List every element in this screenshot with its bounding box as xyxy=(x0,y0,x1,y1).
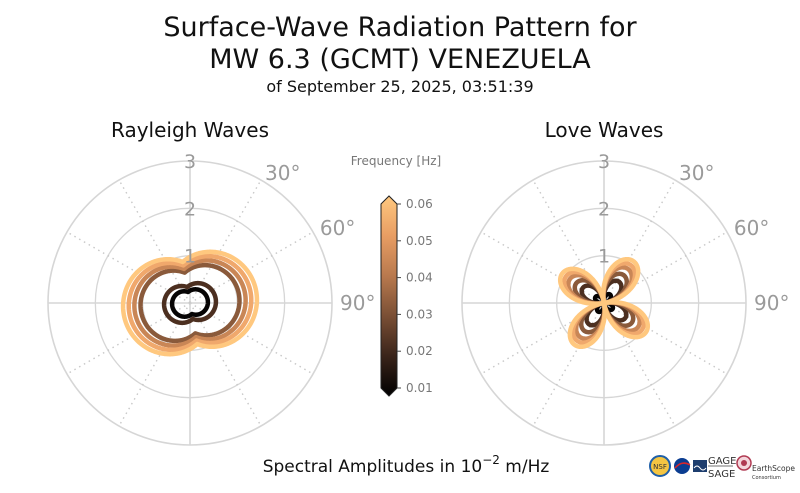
love-grid xyxy=(461,160,747,446)
earthscope-text: EarthScope xyxy=(752,464,795,473)
rayleigh-curves xyxy=(120,249,260,357)
footer-power-base: 10 xyxy=(461,457,483,477)
radial-tick-label: 1 xyxy=(184,246,196,268)
usgs-logo xyxy=(693,460,707,472)
consortium-text: Consortium xyxy=(752,475,781,481)
colorbar-tick-label: 0.02 xyxy=(406,344,433,358)
angle-tick-label: 60° xyxy=(320,216,355,240)
colorbar-tick-label: 0.01 xyxy=(406,381,433,395)
colorbar-gradient xyxy=(380,195,398,397)
rayleigh-title: Rayleigh Waves xyxy=(111,118,269,142)
colorbar-tick-label: 0.05 xyxy=(406,234,433,248)
rayleigh-polar-plot: Rayleigh Waves 1 2 3 30° 60° 90° xyxy=(47,118,376,446)
sponsor-logos: NSF GAGE SAGE EarthScope Consortium xyxy=(649,455,795,481)
radiation-curve xyxy=(126,253,254,353)
love-polar-plot: Love Waves 1 2 3 30° 60° 90° xyxy=(461,118,790,446)
gage-sage-logo: GAGE SAGE xyxy=(708,456,736,480)
rayleigh-axis-labels: 1 2 3 30° 60° 90° xyxy=(184,151,376,315)
radial-tick-label: 2 xyxy=(184,198,196,220)
angular-grid-line xyxy=(603,302,728,375)
love-title: Love Waves xyxy=(545,118,664,142)
angle-tick-label: 30° xyxy=(265,161,300,185)
footer-caption: Spectral Amplitudes in 10−2 m/Hz xyxy=(263,453,550,477)
sage-text: SAGE xyxy=(708,469,735,480)
footer-prefix: Spectral Amplitudes in xyxy=(263,457,461,477)
figure-title-line-3: of September 25, 2025, 03:51:39 xyxy=(266,77,533,96)
colorbar-ticks: 0.06 0.05 0.04 0.03 0.02 0.01 xyxy=(397,197,433,395)
angle-tick-label: 60° xyxy=(734,216,769,240)
colorbar-tick-label: 0.04 xyxy=(406,271,433,285)
angular-grid-line xyxy=(603,179,676,304)
angular-grid-line xyxy=(480,231,605,304)
colorbar: Frequency [Hz] 0.06 0.05 0.04 0.03 0.02 0.01 xyxy=(351,154,442,397)
figure-title-line-1: Surface-Wave Radiation Pattern for xyxy=(163,12,637,43)
radiation-curve xyxy=(138,262,242,344)
footer-power-exponent: −2 xyxy=(482,453,500,467)
radial-tick-label: 1 xyxy=(598,246,610,268)
angle-tick-label: 90° xyxy=(754,291,789,315)
radiation-curve xyxy=(161,280,219,326)
radial-tick-label: 2 xyxy=(598,198,610,220)
colorbar-title: Frequency [Hz] xyxy=(351,154,442,168)
footer-unit: m/Hz xyxy=(500,457,549,477)
earthscope-logo: EarthScope Consortium xyxy=(736,455,795,481)
love-axis-labels: 1 2 3 30° 60° 90° xyxy=(598,151,790,315)
nsf-logo-text: NSF xyxy=(653,463,667,471)
angular-grid-line xyxy=(532,302,605,427)
radiation-curve xyxy=(169,287,211,319)
nsf-logo: NSF xyxy=(649,455,671,477)
nasa-logo xyxy=(674,458,691,474)
radiation-curve xyxy=(557,256,651,350)
gage-text: GAGE xyxy=(708,456,736,467)
angle-tick-label: 90° xyxy=(340,291,375,315)
colorbar-tick-label: 0.03 xyxy=(406,307,433,321)
radial-tick-label: 3 xyxy=(598,151,610,173)
figure-title-line-2: MW 6.3 (GCMT) VENEZUELA xyxy=(209,44,591,75)
angle-tick-label: 30° xyxy=(679,161,714,185)
radiation-curve xyxy=(120,249,260,357)
colorbar-tick-label: 0.06 xyxy=(406,197,433,211)
radiation-curve xyxy=(132,258,248,348)
radial-tick-label: 3 xyxy=(184,151,196,173)
love-curves xyxy=(557,256,651,350)
